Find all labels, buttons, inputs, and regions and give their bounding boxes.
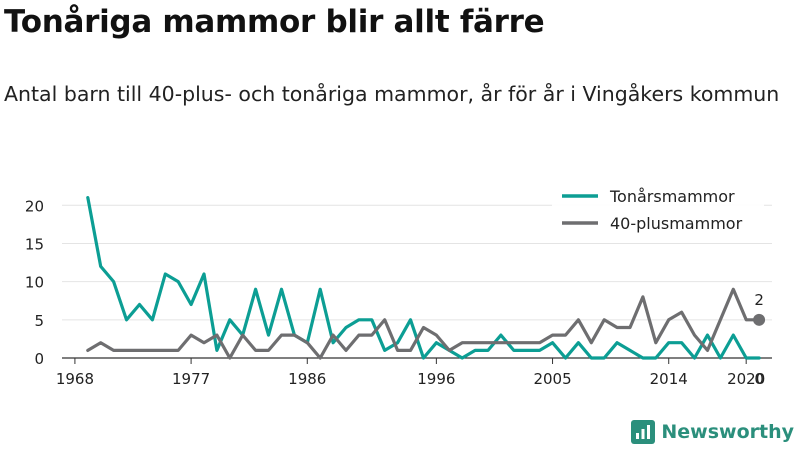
- series-end-label: 0: [754, 370, 764, 388]
- series-line-2: [86, 287, 761, 360]
- series-line-1: [86, 196, 761, 360]
- y-tick-label: 15: [25, 235, 44, 253]
- y-tick-label: 10: [25, 274, 44, 292]
- x-tick-label: 1996: [417, 370, 455, 388]
- y-tick-label: 5: [34, 312, 44, 330]
- newsworthy-logo-text: Newsworthy: [661, 421, 794, 443]
- x-tick-label: 1986: [288, 370, 326, 388]
- series-end-label: 2: [754, 291, 764, 309]
- x-tick-label: 1968: [56, 370, 94, 388]
- newsworthy-logo: Newsworthy: [631, 420, 794, 444]
- chart-subtitle: Antal barn till 40-plus- och tonåriga ma…: [4, 82, 780, 106]
- series-end-point: [753, 313, 766, 326]
- chart-title: Tonåriga mammor blir allt färre: [4, 4, 545, 40]
- legend-box: [552, 182, 764, 240]
- y-tick-label: 20: [25, 197, 44, 215]
- x-tick-label: 1977: [172, 370, 210, 388]
- x-tick-label: 2020: [727, 370, 765, 388]
- x-tick-label: 2014: [650, 370, 688, 388]
- newsworthy-logo-icon: [631, 420, 656, 444]
- y-tick-label: 0: [34, 350, 44, 368]
- legend-label: Tonårsmammor: [609, 187, 735, 206]
- x-tick-label: 2005: [533, 370, 571, 388]
- legend-label: 40-plusmammor: [610, 214, 743, 233]
